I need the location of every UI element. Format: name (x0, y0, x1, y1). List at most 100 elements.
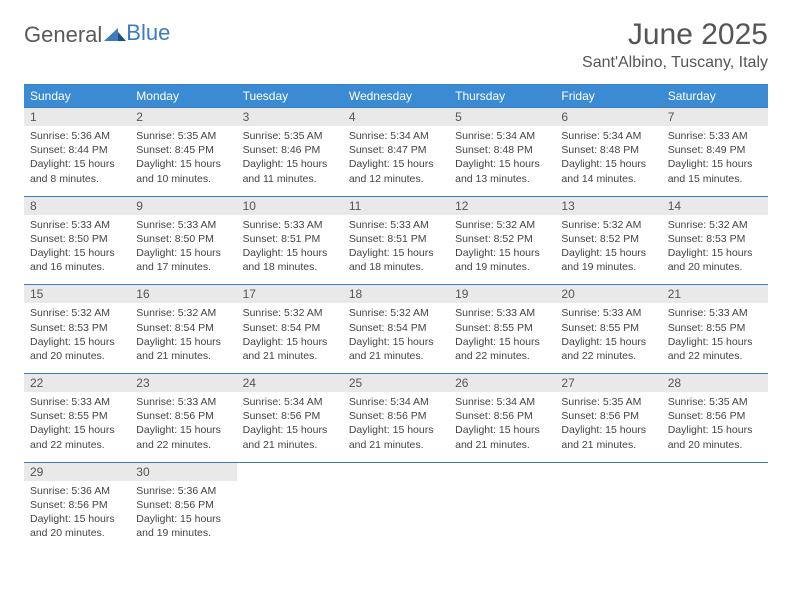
sunset-line: Sunset: 8:54 PM (136, 321, 230, 335)
daylight-line: Daylight: 15 hours and 21 minutes. (349, 423, 443, 451)
day-number: 26 (449, 374, 555, 393)
sunset-line: Sunset: 8:55 PM (455, 321, 549, 335)
sunrise-line: Sunrise: 5:32 AM (668, 218, 762, 232)
sunrise-line: Sunrise: 5:35 AM (136, 129, 230, 143)
sunset-line: Sunset: 8:52 PM (561, 232, 655, 246)
sunset-line: Sunset: 8:56 PM (455, 409, 549, 423)
sunrise-line: Sunrise: 5:32 AM (561, 218, 655, 232)
day-body: Sunrise: 5:32 AMSunset: 8:54 PMDaylight:… (343, 303, 449, 373)
day-body: Sunrise: 5:34 AMSunset: 8:48 PMDaylight:… (449, 126, 555, 196)
sunrise-line: Sunrise: 5:34 AM (349, 395, 443, 409)
sunset-line: Sunset: 8:54 PM (243, 321, 337, 335)
daylight-line: Daylight: 15 hours and 12 minutes. (349, 157, 443, 185)
sunrise-line: Sunrise: 5:36 AM (30, 484, 124, 498)
day-number: 2 (130, 108, 236, 127)
day-body (237, 481, 343, 551)
day-number (662, 462, 768, 481)
day-number: 17 (237, 285, 343, 304)
daylight-line: Daylight: 15 hours and 21 minutes. (136, 335, 230, 363)
day-number: 5 (449, 108, 555, 127)
day-header-tuesday: Tuesday (237, 85, 343, 108)
sunrise-line: Sunrise: 5:32 AM (136, 306, 230, 320)
day-body: Sunrise: 5:32 AMSunset: 8:52 PMDaylight:… (555, 215, 661, 285)
sunrise-line: Sunrise: 5:33 AM (30, 218, 124, 232)
day-header-saturday: Saturday (662, 85, 768, 108)
day-number: 8 (24, 196, 130, 215)
day-header-monday: Monday (130, 85, 236, 108)
sunset-line: Sunset: 8:56 PM (136, 498, 230, 512)
day-body: Sunrise: 5:34 AMSunset: 8:56 PMDaylight:… (237, 392, 343, 462)
day-body (555, 481, 661, 551)
day-body: Sunrise: 5:35 AMSunset: 8:45 PMDaylight:… (130, 126, 236, 196)
day-number: 18 (343, 285, 449, 304)
daylight-line: Daylight: 15 hours and 8 minutes. (30, 157, 124, 185)
sunset-line: Sunset: 8:56 PM (30, 498, 124, 512)
day-number: 25 (343, 374, 449, 393)
day-number: 10 (237, 196, 343, 215)
sunrise-line: Sunrise: 5:34 AM (349, 129, 443, 143)
week-0-numbers: 1234567 (24, 108, 768, 127)
day-number: 13 (555, 196, 661, 215)
day-body: Sunrise: 5:33 AMSunset: 8:55 PMDaylight:… (449, 303, 555, 373)
daylight-line: Daylight: 15 hours and 19 minutes. (136, 512, 230, 540)
day-number: 21 (662, 285, 768, 304)
sunrise-line: Sunrise: 5:34 AM (561, 129, 655, 143)
sunrise-line: Sunrise: 5:33 AM (136, 218, 230, 232)
sunrise-line: Sunrise: 5:35 AM (561, 395, 655, 409)
day-number: 22 (24, 374, 130, 393)
daylight-line: Daylight: 15 hours and 11 minutes. (243, 157, 337, 185)
day-body: Sunrise: 5:35 AMSunset: 8:46 PMDaylight:… (237, 126, 343, 196)
day-body (343, 481, 449, 551)
day-number (343, 462, 449, 481)
daylight-line: Daylight: 15 hours and 20 minutes. (30, 512, 124, 540)
sunset-line: Sunset: 8:50 PM (136, 232, 230, 246)
sunset-line: Sunset: 8:44 PM (30, 143, 124, 157)
week-3-numbers: 22232425262728 (24, 374, 768, 393)
sunset-line: Sunset: 8:48 PM (561, 143, 655, 157)
week-2-numbers: 15161718192021 (24, 285, 768, 304)
month-title: June 2025 (582, 18, 768, 52)
daylight-line: Daylight: 15 hours and 10 minutes. (136, 157, 230, 185)
sunset-line: Sunset: 8:55 PM (668, 321, 762, 335)
header: General Blue June 2025 Sant'Albino, Tusc… (24, 18, 768, 74)
title-block: June 2025 Sant'Albino, Tuscany, Italy (582, 18, 768, 74)
day-header-wednesday: Wednesday (343, 85, 449, 108)
sunset-line: Sunset: 8:49 PM (668, 143, 762, 157)
sunset-line: Sunset: 8:56 PM (349, 409, 443, 423)
day-body: Sunrise: 5:33 AMSunset: 8:55 PMDaylight:… (555, 303, 661, 373)
sunrise-line: Sunrise: 5:35 AM (243, 129, 337, 143)
day-number: 9 (130, 196, 236, 215)
day-body: Sunrise: 5:35 AMSunset: 8:56 PMDaylight:… (662, 392, 768, 462)
week-1-numbers: 891011121314 (24, 196, 768, 215)
day-number: 6 (555, 108, 661, 127)
sunset-line: Sunset: 8:45 PM (136, 143, 230, 157)
sunset-line: Sunset: 8:52 PM (455, 232, 549, 246)
day-number (449, 462, 555, 481)
day-body: Sunrise: 5:32 AMSunset: 8:52 PMDaylight:… (449, 215, 555, 285)
sunset-line: Sunset: 8:53 PM (668, 232, 762, 246)
week-4-numbers: 2930 (24, 462, 768, 481)
day-number: 7 (662, 108, 768, 127)
daylight-line: Daylight: 15 hours and 21 minutes. (561, 423, 655, 451)
sunrise-line: Sunrise: 5:33 AM (668, 129, 762, 143)
day-number: 15 (24, 285, 130, 304)
week-1-body: Sunrise: 5:33 AMSunset: 8:50 PMDaylight:… (24, 215, 768, 285)
week-2-body: Sunrise: 5:32 AMSunset: 8:53 PMDaylight:… (24, 303, 768, 373)
day-number: 3 (237, 108, 343, 127)
day-number: 19 (449, 285, 555, 304)
calendar-table: SundayMondayTuesdayWednesdayThursdayFrid… (24, 84, 768, 550)
sunrise-line: Sunrise: 5:33 AM (455, 306, 549, 320)
day-header-friday: Friday (555, 85, 661, 108)
day-body: Sunrise: 5:36 AMSunset: 8:56 PMDaylight:… (24, 481, 130, 551)
daylight-line: Daylight: 15 hours and 22 minutes. (455, 335, 549, 363)
sunrise-line: Sunrise: 5:32 AM (243, 306, 337, 320)
sunrise-line: Sunrise: 5:32 AM (349, 306, 443, 320)
day-body: Sunrise: 5:32 AMSunset: 8:53 PMDaylight:… (24, 303, 130, 373)
day-number: 27 (555, 374, 661, 393)
day-number: 16 (130, 285, 236, 304)
sunrise-line: Sunrise: 5:35 AM (668, 395, 762, 409)
sunrise-line: Sunrise: 5:36 AM (30, 129, 124, 143)
sunset-line: Sunset: 8:56 PM (243, 409, 337, 423)
day-body: Sunrise: 5:34 AMSunset: 8:47 PMDaylight:… (343, 126, 449, 196)
daylight-line: Daylight: 15 hours and 13 minutes. (455, 157, 549, 185)
